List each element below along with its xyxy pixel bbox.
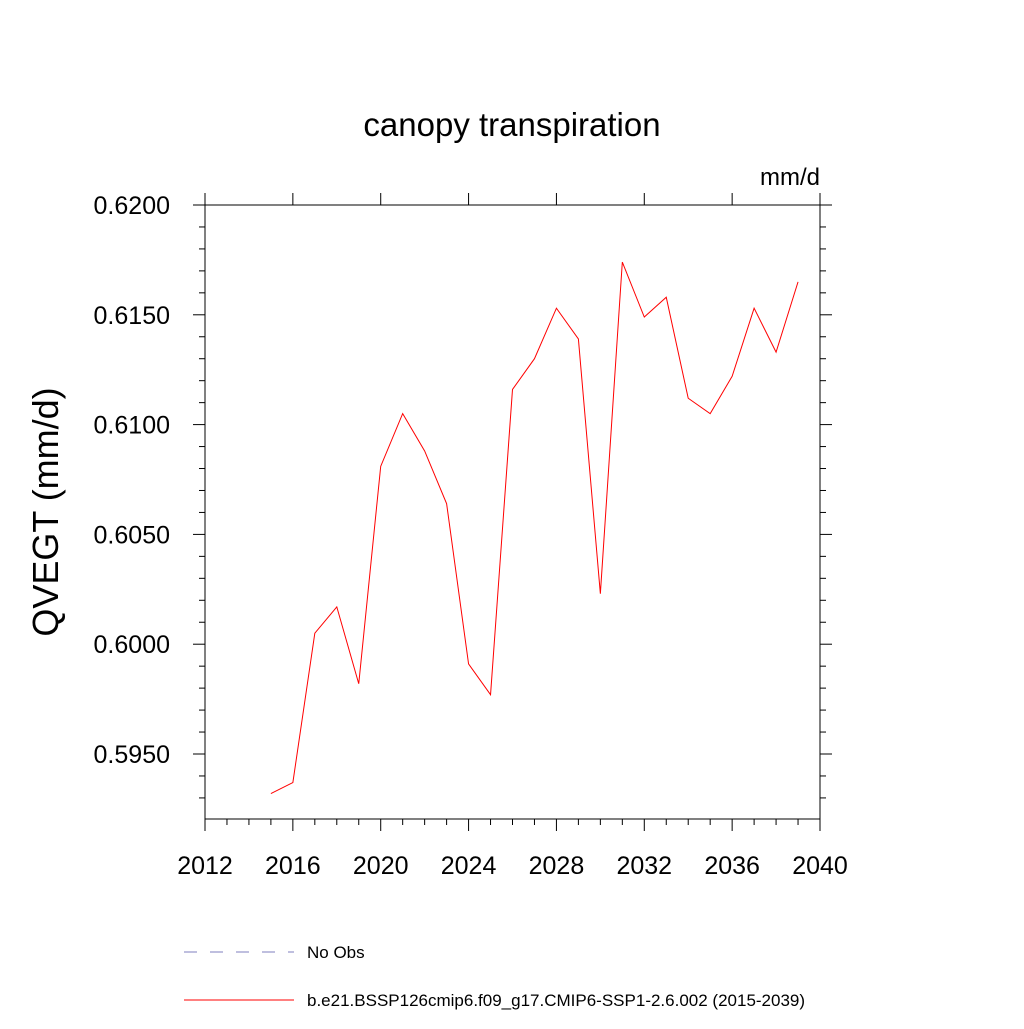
y-axis-label: QVEGT (mm/d) (25, 387, 66, 636)
units-label: mm/d (760, 164, 820, 191)
x-tick-label: 2024 (441, 852, 497, 880)
legend: No Obs b.e21.BSSP126cmip6.f09_g17.CMIP6-S… (184, 943, 805, 1010)
x-tick-label: 2032 (616, 852, 672, 880)
y-tick-labels: 0.5950 0.6000 0.6050 0.6100 0.6150 0.6200 (94, 192, 170, 769)
y-tick-label: 0.6000 (94, 631, 170, 659)
legend-label-1: b.e21.BSSP126cmip6.f09_g17.CMIP6-SSP1-2.… (307, 991, 805, 1010)
axis-ticks (193, 193, 832, 831)
y-tick-label: 0.5950 (94, 741, 170, 769)
legend-label-0: No Obs (307, 943, 365, 962)
x-tick-label: 2012 (177, 852, 233, 880)
x-tick-label: 2040 (792, 852, 848, 880)
x-tick-label: 2028 (529, 852, 585, 880)
y-tick-label: 0.6100 (94, 412, 170, 440)
x-tick-label: 2016 (265, 852, 321, 880)
plot-frame (205, 205, 820, 819)
y-tick-label: 0.6150 (94, 302, 170, 330)
chart-title: canopy transpiration (363, 106, 660, 143)
x-tick-label: 2020 (353, 852, 409, 880)
x-tick-labels: 2012 2016 2020 2024 2028 2032 2036 2040 (177, 852, 848, 880)
y-tick-label: 0.6050 (94, 521, 170, 549)
x-tick-label: 2036 (704, 852, 760, 880)
series-line (271, 262, 798, 793)
y-tick-label: 0.6200 (94, 192, 170, 220)
series-layer (271, 262, 798, 793)
